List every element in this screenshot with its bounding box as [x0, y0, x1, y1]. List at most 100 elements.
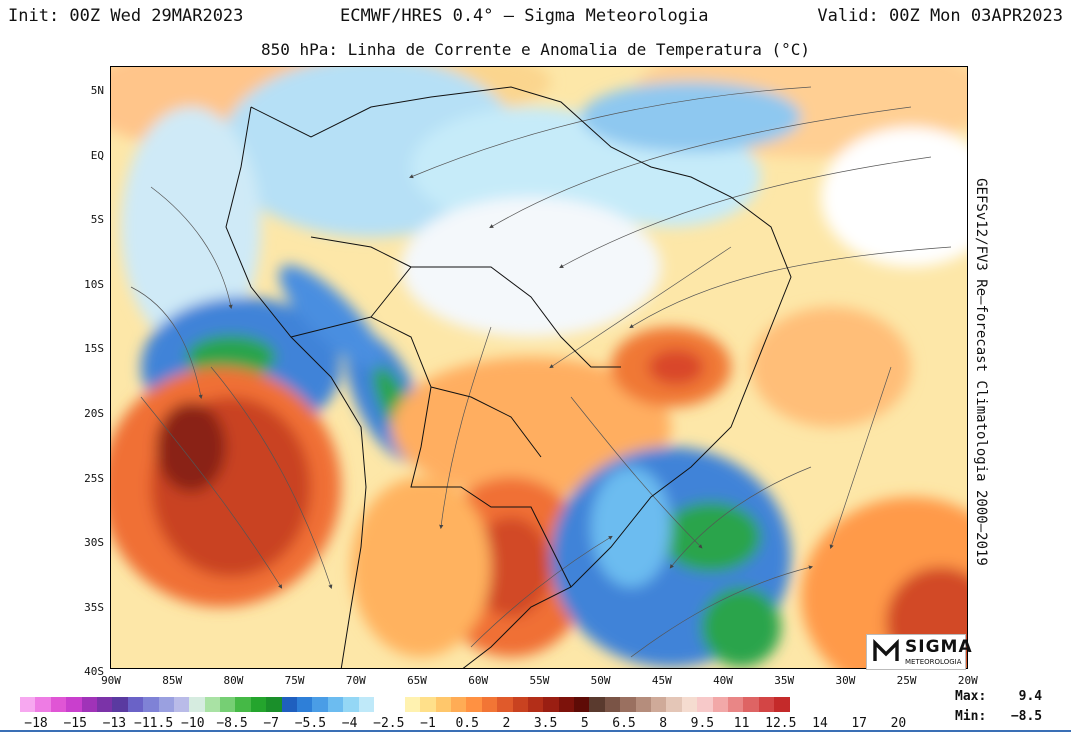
lon-label: 50W [590, 674, 611, 687]
colorbar-swatch [358, 697, 374, 712]
colorbar-swatch [420, 697, 436, 712]
climatology-note: GEFSv12/FV3 Re–forecast Climatologia 200… [973, 178, 989, 566]
logo-name: SIGMA [905, 637, 973, 657]
lon-label: 75W [284, 674, 305, 687]
max-label: Max: [955, 689, 987, 704]
colorbar-swatch [343, 697, 359, 712]
colorbar-swatch [312, 697, 328, 712]
colorbar-tick-label: 6.5 [612, 716, 636, 731]
colorbar-tick-label: −10 [181, 716, 205, 731]
colorbar-tick-label: −1 [420, 716, 436, 731]
colorbar-swatch [620, 697, 636, 712]
lat-label: 15S [84, 342, 104, 356]
colorbar-swatch [204, 697, 221, 712]
lat-label: 5S [90, 213, 104, 227]
colorbar-swatch [404, 697, 421, 712]
colorbar-swatch [250, 697, 267, 712]
min-stat: Min: −8.5 [955, 709, 1042, 724]
min-value: −8.5 [1010, 709, 1043, 724]
colorbar-swatch [158, 697, 174, 712]
colorbar-tick-label: 5 [580, 716, 589, 731]
lon-label: 55W [529, 674, 550, 687]
colorbar-tick-label: 8 [659, 716, 668, 731]
lat-label: 25S [84, 471, 104, 485]
colorbar-swatch [327, 697, 344, 712]
lon-label: 35W [774, 674, 795, 687]
min-label: Min: [955, 709, 987, 724]
colorbar-swatch [112, 697, 128, 712]
colorbar-swatch [266, 697, 282, 712]
lon-label: 60W [468, 674, 489, 687]
temperature-anomaly-map [110, 66, 968, 669]
colorbar-swatch [96, 697, 113, 712]
lon-label: 65W [407, 674, 427, 687]
colorbar-swatch [127, 697, 144, 712]
init-time: Init: 00Z Wed 29MAR2023 [8, 6, 244, 26]
colorbar-swatch [450, 697, 467, 712]
colorbar-swatch [743, 697, 759, 712]
lat-label: EQ [90, 148, 104, 162]
colorbar-tick-label: −15 [63, 716, 87, 731]
colorbar-swatch [727, 697, 744, 712]
model-name: ECMWF/HRES 0.4° – Sigma Meteorologia [340, 6, 709, 26]
streamlines [130, 86, 952, 658]
colorbar-swatch [35, 697, 51, 712]
colorbar-swatch [651, 697, 667, 712]
lat-label: 20S [84, 407, 104, 420]
colorbar-swatch [235, 697, 251, 712]
colorbar-swatch [512, 697, 528, 712]
colorbar-swatch [558, 697, 575, 712]
sigma-logo: SIGMA METEOROLOGIA [866, 634, 972, 670]
colorbar-swatch [220, 697, 236, 712]
colorbar-swatch [635, 697, 652, 712]
colorbar-swatch [81, 697, 97, 712]
lon-label: 70W [345, 674, 366, 687]
colorbar-tick-label: −11.5 [134, 716, 174, 731]
colorbar-swatch [66, 697, 82, 712]
colorbar-swatch [758, 697, 775, 712]
colorbar-swatch [173, 697, 190, 712]
max-stat: Max: 9.4 [955, 689, 1042, 704]
colorbar-tick-label: 12.5 [765, 716, 797, 731]
sigma-logo-mark [873, 639, 899, 661]
colorbar-swatch [666, 697, 682, 712]
colorbar-tick-label: −2.5 [373, 716, 405, 731]
colorbar-swatch [189, 697, 205, 712]
lon-label: 25W [896, 674, 917, 687]
valid-time: Valid: 00Z Mon 03APR2023 [817, 6, 1063, 26]
colorbar-swatch [389, 697, 405, 712]
colorbar-swatch [589, 697, 605, 712]
colorbar-tick-label: 20 [890, 716, 907, 731]
map-title: 850 hPa: Linha de Corrente e Anomalia de… [260, 40, 811, 59]
colorbar-swatch [435, 697, 451, 712]
colorbar-tick-label: −13 [102, 716, 127, 731]
colorbar-tick-label: 9.5 [690, 716, 715, 731]
lon-label: 85W [162, 674, 183, 687]
lon-label: 20W [957, 674, 978, 687]
colorbar-swatch [20, 697, 36, 712]
lon-label: 30W [835, 674, 856, 687]
bottom-rule [0, 730, 1071, 732]
colorbar-swatch [297, 697, 313, 712]
lat-label: 10S [84, 277, 104, 291]
colorbar-tick-label: −4 [341, 716, 358, 731]
lat-label: 30S [84, 536, 104, 550]
colorbar-swatch [373, 697, 390, 712]
lat-label: 35S [84, 600, 104, 614]
colorbar-tick-label: 11 [733, 716, 750, 731]
colorbar-tick-label: 0.5 [455, 716, 479, 731]
colorbar-tick-label: −5.5 [294, 716, 327, 731]
colorbar-swatch [681, 697, 698, 712]
colorbar-tick-label: 17 [851, 716, 868, 731]
colorbar-swatch [497, 697, 513, 712]
colorbar-tick-label: 2 [502, 716, 511, 731]
colorbar-swatch [712, 697, 728, 712]
colorbar [20, 697, 790, 712]
colorbar-swatch [543, 697, 559, 712]
colorbar-swatch [574, 697, 590, 712]
colorbar-swatch [527, 697, 544, 712]
colorbar-swatch [281, 697, 298, 712]
max-value: 9.4 [1018, 689, 1043, 704]
colorbar-swatch [481, 697, 498, 712]
colorbar-swatch [774, 697, 790, 712]
